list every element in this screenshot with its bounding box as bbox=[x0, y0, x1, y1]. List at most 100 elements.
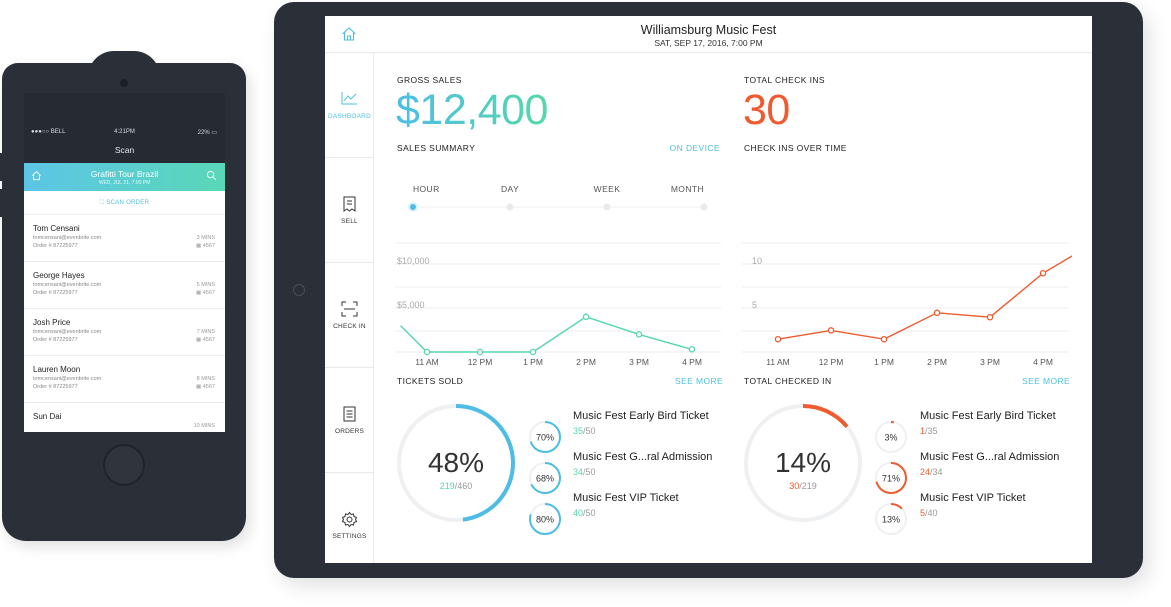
order-row[interactable]: Josh Price tomcensani@evenbrite.com Orde… bbox=[24, 309, 225, 356]
order-qty: ▦ 4567 bbox=[196, 290, 215, 296]
order-qty: ▦ 4567 bbox=[196, 337, 215, 343]
ticket-icon bbox=[343, 196, 356, 212]
attendee-name: Lauren Moon bbox=[33, 365, 81, 374]
screen-title: Scan bbox=[114, 145, 135, 155]
period-dot bbox=[700, 203, 708, 211]
total-checkins-label: TOTAL CHECK INS bbox=[744, 75, 825, 85]
order-time: 8 MINS bbox=[196, 376, 215, 382]
period-dot bbox=[603, 203, 611, 211]
status-time: 4:21PM bbox=[114, 129, 135, 135]
checkin-count: 1/35 bbox=[920, 426, 938, 436]
ticket-name: Music Fest VIP Ticket bbox=[573, 492, 679, 504]
attendee-name: Tom Censani bbox=[33, 224, 80, 233]
period-selected-dot bbox=[410, 204, 416, 210]
tickets-sold-pct: 48% bbox=[428, 447, 484, 478]
see-more-tickets-link[interactable]: SEE MORE bbox=[675, 376, 724, 386]
total-checkins-value: 30 bbox=[743, 86, 790, 134]
checkin-donut-fill bbox=[875, 462, 907, 494]
checkin-donut-pct: 3% bbox=[884, 433, 897, 443]
ticket-count: 40/50 bbox=[573, 508, 596, 518]
nav-label: DASHBOARD bbox=[328, 113, 371, 120]
order-row[interactable]: Lauren Moon tomcensani@evenbrite.com Ord… bbox=[24, 356, 225, 403]
ticket-count: 34/50 bbox=[573, 467, 596, 477]
ticket-count-total: 50 bbox=[585, 508, 596, 518]
y-tick-label: $10,000 bbox=[397, 256, 430, 266]
tablet-header: Williamsburg Music Fest SAT, SEP 17, 201… bbox=[325, 16, 1092, 53]
ticket-count-value: 35 bbox=[573, 426, 584, 436]
x-tick-label: 1 PM bbox=[874, 357, 894, 367]
home-icon[interactable] bbox=[341, 26, 357, 42]
nav-label: SETTINGS bbox=[332, 533, 367, 540]
checkin-count-total: 35 bbox=[927, 426, 938, 436]
checked-in-donut-fill bbox=[744, 404, 862, 522]
gross-sales-value: $12,400 bbox=[396, 86, 548, 134]
ticket-donut-fill bbox=[529, 503, 561, 535]
home-icon[interactable] bbox=[31, 170, 42, 181]
order-time: 10 MINS bbox=[193, 423, 215, 429]
phone-status-bar: ●●●○○ BELL 4:21PM 22% ▭ bbox=[24, 129, 225, 139]
checkin-donut-pct: 13% bbox=[882, 515, 900, 525]
checkin-point bbox=[986, 313, 994, 321]
tablet-screen: Williamsburg Music Fest SAT, SEP 17, 201… bbox=[325, 16, 1092, 563]
order-row[interactable]: Tom Censani tomcensani@evenbrite.com Ord… bbox=[24, 215, 225, 262]
nav-label: ORDERS bbox=[334, 428, 364, 435]
event-header: Grafitti Tour Brazil WED, JUL 21, 7:00 P… bbox=[24, 163, 225, 191]
sales-chart: HOUR DAY WEEK MONTH $5,000 $10,000 11 AM 12 PM 1… bbox=[395, 184, 721, 367]
order-time: 7 MINS bbox=[196, 329, 215, 335]
sales-line bbox=[400, 316, 693, 353]
x-tick-label: 11 AM bbox=[766, 357, 789, 367]
sales-point bbox=[582, 313, 590, 321]
sales-summary-label: SALES SUMMARY bbox=[397, 143, 476, 153]
order-time: 5 MINS bbox=[196, 282, 215, 288]
event-date: WED, JUL 21, 7:00 PM bbox=[98, 180, 151, 186]
chart-icon bbox=[341, 92, 357, 105]
sales-point bbox=[476, 348, 484, 356]
nav-settings[interactable]: SETTINGS bbox=[325, 473, 374, 563]
ticket-donut-pct: 80% bbox=[536, 515, 554, 525]
order-row[interactable]: Sun Dai 10 MINS bbox=[24, 403, 225, 432]
scan-order-button[interactable]: ⛶ SCAN ORDER bbox=[24, 191, 225, 215]
period-tab-week: WEEK bbox=[594, 184, 621, 194]
search-icon[interactable] bbox=[206, 170, 217, 181]
gross-sales-label: GROSS SALES bbox=[397, 75, 462, 85]
ticket-count-value: 40 bbox=[573, 508, 584, 518]
nav-orders[interactable]: ORDERS bbox=[325, 368, 374, 473]
scan-icon bbox=[341, 301, 358, 317]
x-tick-label: 3 PM bbox=[629, 357, 649, 367]
event-date: SAT, SEP 17, 2016, 7:00 PM bbox=[654, 38, 763, 48]
order-qty-value: 4567 bbox=[202, 384, 215, 390]
attendee-email: tomcensani@evenbrite.com bbox=[33, 329, 102, 335]
period-tab-month: MONTH bbox=[671, 184, 704, 194]
on-device-link[interactable]: ON DEVICE bbox=[669, 143, 720, 153]
nav-sell[interactable]: SELL bbox=[325, 158, 374, 263]
period-tab-hour: HOUR bbox=[413, 184, 440, 194]
attendee-name: Josh Price bbox=[33, 318, 71, 327]
phone-screen: ●●●○○ BELL 4:21PM 22% ▭ Scan Grafitti To… bbox=[24, 93, 225, 432]
phone-home-button[interactable] bbox=[103, 444, 145, 486]
carrier: ●●●○○ BELL bbox=[31, 129, 66, 135]
attendee-email: tomcensani@evenbrite.com bbox=[33, 376, 102, 382]
nav-check-in[interactable]: CHECK IN bbox=[325, 263, 374, 368]
see-more-checkins-link[interactable]: SEE MORE bbox=[1022, 376, 1071, 386]
checkin-donut-pct: 71% bbox=[882, 474, 900, 484]
order-qty: ▦ 4567 bbox=[196, 384, 215, 390]
battery: 22% ▭ bbox=[198, 129, 217, 136]
battery-level: 22% bbox=[197, 130, 210, 136]
x-tick-label: 4 PM bbox=[1033, 357, 1053, 367]
x-tick-label: 11 AM bbox=[415, 357, 438, 367]
checkin-ticket-name: Music Fest VIP Ticket bbox=[920, 492, 1026, 504]
order-row[interactable]: George Hayes tomcensani@evenbrite.com Or… bbox=[24, 262, 225, 309]
x-tick-label: 12 PM bbox=[468, 357, 493, 367]
ticket-donut-fill bbox=[529, 462, 561, 494]
checkins-over-time-label: CHECK INS OVER TIME bbox=[744, 143, 847, 153]
checkin-point bbox=[880, 335, 888, 343]
checkin-point bbox=[1039, 269, 1047, 277]
scan-order-label: SCAN ORDER bbox=[106, 200, 150, 206]
tickets-sold-donut-fill bbox=[397, 404, 515, 522]
period-dot bbox=[506, 203, 514, 211]
checkin-count-total: 34 bbox=[932, 467, 943, 477]
ticket-count-total: 50 bbox=[585, 426, 596, 436]
ticket-icon: ▦ bbox=[196, 243, 202, 249]
nav-label: CHECK IN bbox=[333, 323, 366, 330]
nav-dashboard[interactable]: DASHBOARD bbox=[325, 53, 374, 158]
